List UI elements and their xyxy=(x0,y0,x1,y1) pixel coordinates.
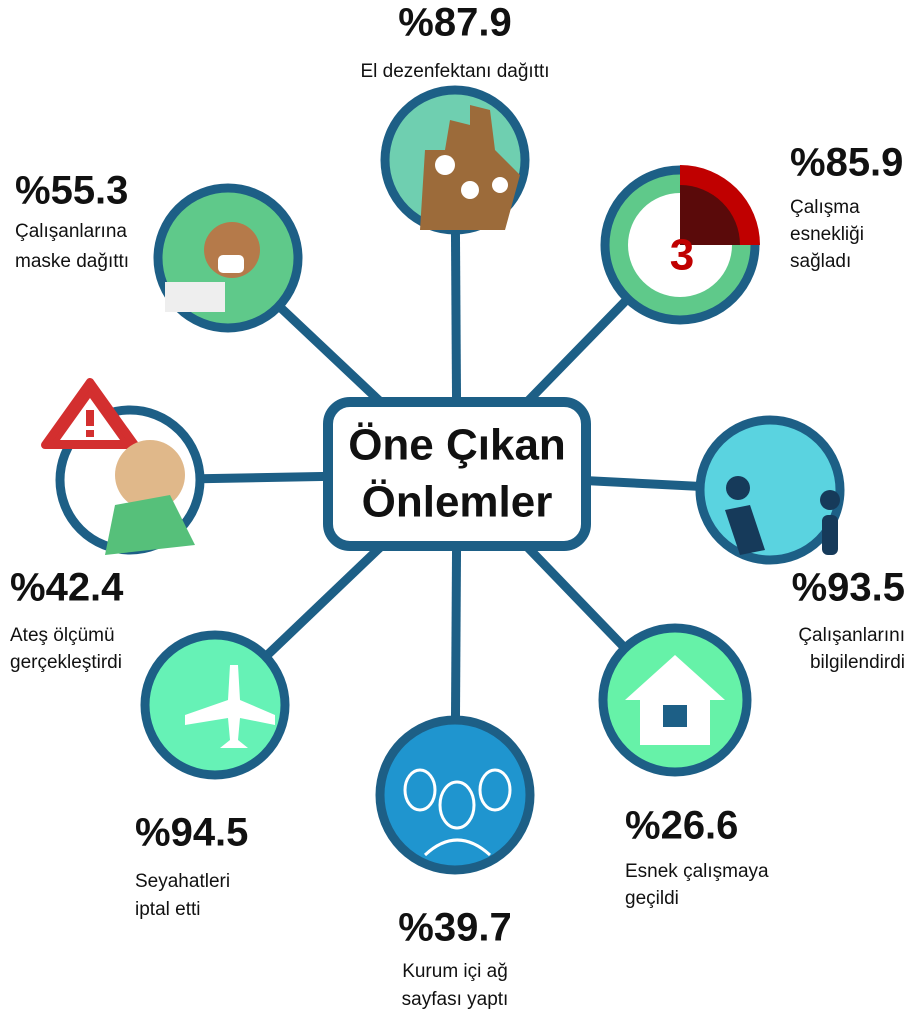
measure-label: Seyahatleri xyxy=(135,871,230,892)
foam xyxy=(461,181,479,199)
measure-label: iptal etti xyxy=(135,899,200,920)
percent-value: %87.9 xyxy=(398,1,511,45)
warning-mark xyxy=(86,430,94,437)
foam xyxy=(492,177,508,193)
percent-value: %39.7 xyxy=(398,906,511,950)
center-title: Önlemler xyxy=(362,478,553,527)
measure-label: Çalışanlarına xyxy=(15,221,127,242)
mask xyxy=(218,255,244,273)
measure-label: sayfası yaptı xyxy=(402,989,509,1010)
measure-label: Kurum içi ağ xyxy=(402,961,508,982)
percent-value: %94.5 xyxy=(135,811,248,855)
warning-mark xyxy=(86,410,94,426)
infographic: Öne Çıkan Önlemler 3 %87.9El dez xyxy=(0,0,920,1015)
measure-label: esnekliği xyxy=(790,224,864,245)
icon-circle xyxy=(700,420,840,560)
clock-number: 3 xyxy=(670,231,694,280)
foam xyxy=(435,155,455,175)
percent-value: %42.4 xyxy=(10,566,124,610)
percent-value: %55.3 xyxy=(15,169,128,213)
person xyxy=(820,490,840,510)
measure-label: Esnek çalışmaya xyxy=(625,861,769,882)
measure-label: maske dağıttı xyxy=(15,251,129,272)
percent-value: %26.6 xyxy=(625,804,738,848)
measure-label: bilgilendirdi xyxy=(810,652,905,673)
measure-label: Çalışanlarını xyxy=(798,625,905,646)
person xyxy=(822,515,838,555)
measure-label: gerçekleştirdi xyxy=(10,652,122,673)
measure-label: sağladı xyxy=(790,251,851,272)
lock xyxy=(663,705,687,727)
center-title: Öne Çıkan xyxy=(348,421,566,470)
measure-label: Çalışma xyxy=(790,197,860,218)
measure-label: geçildi xyxy=(625,888,679,909)
measure-label: El dezenfektanı dağıttı xyxy=(360,61,549,82)
percent-value: %93.5 xyxy=(792,566,905,610)
book xyxy=(165,282,225,312)
person xyxy=(726,476,750,500)
icon-circle xyxy=(380,720,530,870)
percent-value: %85.9 xyxy=(790,141,903,185)
measure-label: Ateş ölçümü xyxy=(10,625,115,646)
